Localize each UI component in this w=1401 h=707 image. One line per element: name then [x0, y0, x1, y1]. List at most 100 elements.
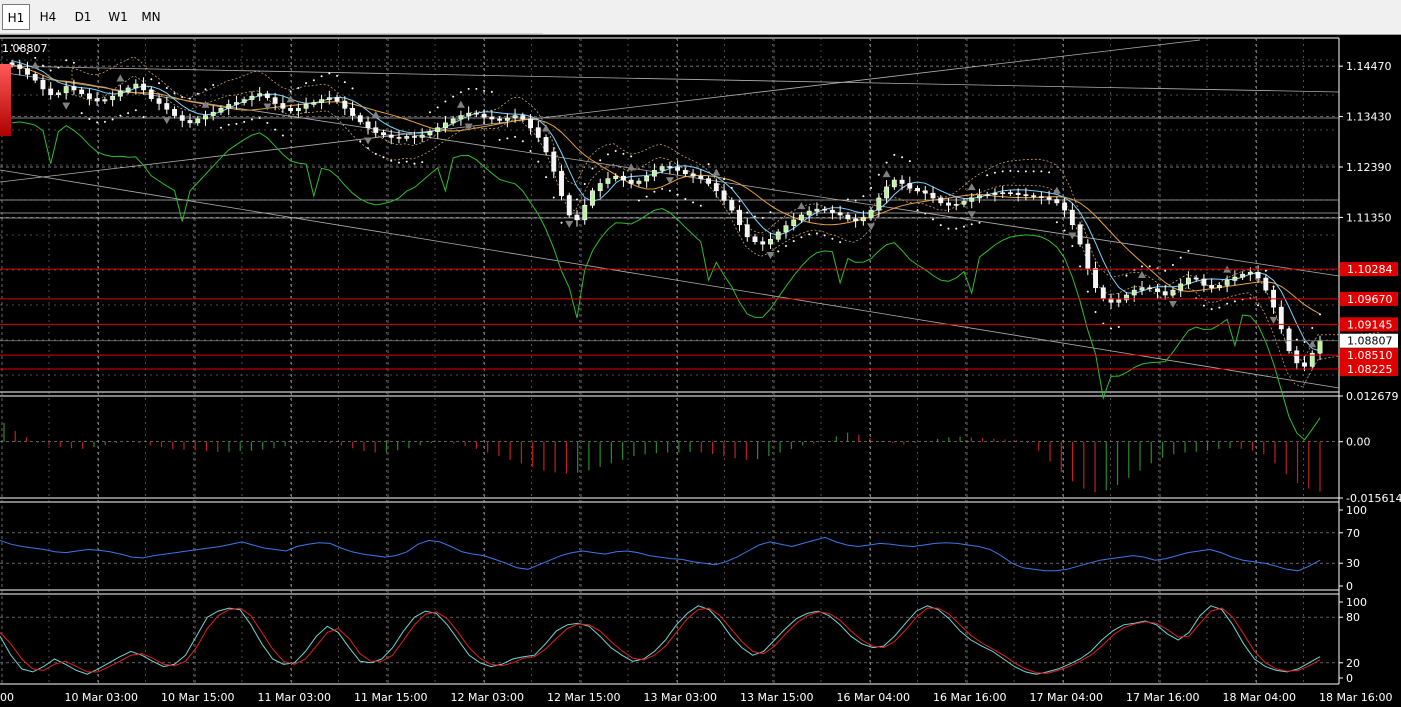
- candle-body[interactable]: [1209, 285, 1215, 289]
- candle-body[interactable]: [768, 238, 773, 245]
- candle-body[interactable]: [1155, 288, 1160, 292]
- candle-body[interactable]: [25, 68, 30, 75]
- candle-body[interactable]: [1077, 224, 1083, 245]
- candle-body[interactable]: [1201, 278, 1207, 286]
- candle-body[interactable]: [71, 86, 77, 91]
- candle-body[interactable]: [1093, 268, 1098, 289]
- candle-body[interactable]: [172, 108, 177, 116]
- candle-body[interactable]: [806, 210, 812, 216]
- candle-body[interactable]: [899, 179, 905, 184]
- candle-body[interactable]: [56, 92, 61, 96]
- candle-body[interactable]: [295, 108, 301, 112]
- candle-body[interactable]: [156, 98, 162, 104]
- candle-body[interactable]: [319, 99, 325, 103]
- candle-body[interactable]: [659, 166, 665, 171]
- macd-panel[interactable]: [3, 422, 1321, 493]
- candle-body[interactable]: [257, 93, 263, 97]
- candle-body[interactable]: [203, 115, 208, 120]
- candle-body[interactable]: [9, 62, 15, 65]
- candle-body[interactable]: [977, 195, 982, 199]
- timeframe-w1-button[interactable]: W1: [108, 10, 128, 24]
- candle-body[interactable]: [535, 127, 541, 138]
- candle-body[interactable]: [489, 116, 495, 120]
- candle-body[interactable]: [605, 178, 611, 184]
- candle-body[interactable]: [481, 113, 487, 118]
- candle-body[interactable]: [1302, 362, 1307, 367]
- candle-body[interactable]: [1240, 273, 1246, 278]
- candle-body[interactable]: [373, 127, 379, 133]
- candle-body[interactable]: [938, 197, 944, 204]
- timeframe-mn-button[interactable]: MN: [141, 10, 161, 24]
- candle-body[interactable]: [125, 87, 131, 92]
- one-click-trade-tab[interactable]: [0, 64, 11, 136]
- candle-body[interactable]: [644, 175, 650, 182]
- candle-body[interactable]: [1038, 196, 1044, 198]
- candle-body[interactable]: [473, 112, 479, 115]
- candle-body[interactable]: [1062, 202, 1068, 211]
- candle-body[interactable]: [102, 99, 108, 102]
- candle-body[interactable]: [946, 202, 951, 206]
- candle-body[interactable]: [922, 190, 928, 194]
- candle-body[interactable]: [613, 175, 619, 179]
- main-price-panel[interactable]: [0, 39, 1381, 441]
- stochastic-panel[interactable]: [0, 605, 1321, 675]
- candle-body[interactable]: [241, 99, 247, 103]
- candle-body[interactable]: [543, 137, 549, 153]
- candle-body[interactable]: [288, 108, 294, 112]
- candle-body[interactable]: [675, 167, 681, 171]
- candle-body[interactable]: [280, 103, 286, 109]
- candle-body[interactable]: [450, 118, 456, 124]
- candle-body[interactable]: [1263, 277, 1269, 291]
- candle-body[interactable]: [737, 209, 742, 225]
- candle-body[interactable]: [234, 102, 239, 105]
- candle-body[interactable]: [94, 98, 100, 102]
- candle-body[interactable]: [860, 217, 866, 222]
- candle-body[interactable]: [249, 95, 255, 100]
- candle-body[interactable]: [574, 214, 580, 221]
- candle-body[interactable]: [1007, 192, 1013, 194]
- candle-body[interactable]: [930, 192, 936, 199]
- candle-body[interactable]: [1317, 340, 1323, 354]
- candle-body[interactable]: [195, 118, 201, 124]
- candle-body[interactable]: [1023, 194, 1029, 196]
- candle-body[interactable]: [311, 102, 317, 105]
- candle-body[interactable]: [334, 97, 340, 102]
- candle-body[interactable]: [1255, 271, 1261, 279]
- candle-body[interactable]: [1131, 289, 1137, 296]
- candle-body[interactable]: [1162, 291, 1168, 296]
- candle-body[interactable]: [868, 209, 874, 218]
- candle-body[interactable]: [1309, 352, 1315, 367]
- candle-body[interactable]: [1170, 289, 1176, 296]
- candle-body[interactable]: [396, 137, 402, 139]
- candle-body[interactable]: [992, 192, 998, 195]
- candle-body[interactable]: [559, 171, 564, 196]
- candle-body[interactable]: [48, 88, 54, 96]
- candle-body[interactable]: [822, 208, 828, 211]
- candle-body[interactable]: [520, 115, 526, 120]
- candle-body[interactable]: [164, 103, 170, 110]
- candle-body[interactable]: [40, 79, 46, 90]
- candle-body[interactable]: [86, 93, 92, 99]
- candle-body[interactable]: [853, 218, 859, 222]
- candle-body[interactable]: [1185, 277, 1191, 285]
- candle-body[interactable]: [210, 111, 216, 116]
- candle-body[interactable]: [404, 136, 410, 139]
- candle-body[interactable]: [744, 224, 750, 238]
- candle-body[interactable]: [706, 178, 711, 184]
- candle-body[interactable]: [961, 201, 967, 205]
- candle-body[interactable]: [791, 219, 797, 226]
- candle-body[interactable]: [133, 83, 139, 89]
- candle-body[interactable]: [1216, 285, 1222, 289]
- candle-body[interactable]: [187, 120, 193, 124]
- candle-body[interactable]: [1139, 287, 1145, 291]
- candle-body[interactable]: [504, 117, 510, 121]
- candle-body[interactable]: [1286, 328, 1292, 352]
- candle-body[interactable]: [721, 190, 727, 201]
- candle-body[interactable]: [783, 225, 789, 233]
- candle-body[interactable]: [148, 89, 154, 99]
- candle-body[interactable]: [342, 100, 348, 109]
- candle-body[interactable]: [17, 64, 23, 69]
- candle-body[interactable]: [419, 134, 425, 138]
- candle-body[interactable]: [621, 175, 626, 181]
